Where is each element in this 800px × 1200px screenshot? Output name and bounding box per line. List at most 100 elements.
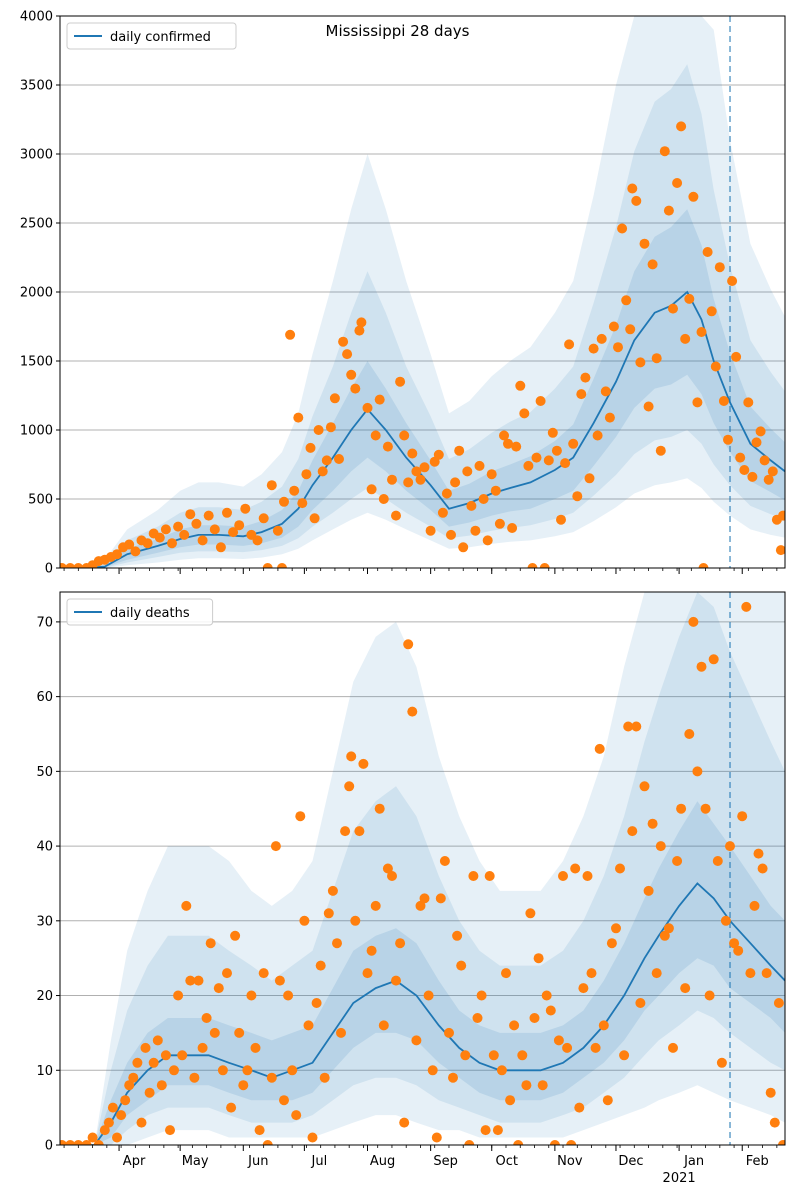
data-point <box>336 1027 346 1038</box>
data-point <box>684 729 695 739</box>
data-point <box>222 507 232 518</box>
data-point <box>604 412 615 423</box>
y-tick-label: 4000 <box>20 10 53 25</box>
data-point <box>391 510 401 521</box>
data-point <box>568 438 579 449</box>
data-point <box>262 563 273 568</box>
data-point <box>466 500 477 511</box>
data-point <box>370 900 381 911</box>
data-point <box>572 491 583 502</box>
data-point <box>723 434 733 445</box>
data-point <box>173 990 184 1001</box>
data-point <box>672 856 683 866</box>
x-tick-label: Aug <box>370 1154 395 1169</box>
y-tick-label: 2500 <box>20 217 53 232</box>
data-point <box>482 535 493 546</box>
data-point <box>488 1050 499 1061</box>
data-point <box>755 426 766 437</box>
data-point <box>274 975 285 986</box>
data-point <box>411 466 422 477</box>
data-point <box>596 333 607 344</box>
data-point <box>759 455 770 466</box>
y-tick-label: 30 <box>36 914 53 929</box>
data-point <box>507 523 518 533</box>
data-point <box>635 357 646 368</box>
data-point <box>433 449 444 460</box>
data-point <box>659 930 670 941</box>
data-point <box>676 121 687 132</box>
data-point <box>576 389 587 400</box>
data-point <box>439 856 450 866</box>
data-point <box>148 1057 159 1068</box>
data-point <box>437 507 448 518</box>
data-point <box>289 485 300 496</box>
data-point <box>287 1065 298 1076</box>
data-point <box>321 455 332 466</box>
data-point <box>197 535 208 546</box>
data-point <box>228 527 239 538</box>
y-tick-label: 40 <box>36 840 53 855</box>
data-point <box>350 383 361 394</box>
data-point <box>663 923 674 934</box>
data-point <box>240 503 251 514</box>
data-point <box>112 1132 122 1143</box>
data-point <box>647 818 658 829</box>
y-tick-label: 0 <box>45 1139 53 1154</box>
data-point <box>757 863 768 874</box>
data-point <box>543 455 554 466</box>
data-point <box>73 1140 84 1145</box>
data-point <box>366 484 377 495</box>
data-point <box>242 1065 253 1076</box>
data-point <box>556 514 566 525</box>
data-point <box>692 766 703 777</box>
data-point <box>73 563 84 568</box>
data-point <box>696 661 707 672</box>
data-point <box>716 1057 727 1068</box>
data-point <box>564 339 575 350</box>
data-point <box>419 462 430 473</box>
data-point <box>613 342 623 353</box>
data-point <box>120 1095 131 1106</box>
x-tick-label: May <box>182 1154 209 1169</box>
data-point <box>627 183 638 194</box>
data-point <box>332 938 342 949</box>
data-point <box>446 529 456 540</box>
data-point <box>676 803 687 814</box>
data-point <box>165 1125 175 1136</box>
data-point <box>307 1132 318 1143</box>
data-point <box>659 146 670 157</box>
data-point <box>778 510 785 521</box>
y-tick-label: 60 <box>36 690 53 705</box>
data-point <box>494 518 505 529</box>
data-point <box>272 525 283 536</box>
data-point <box>492 1125 503 1136</box>
data-point <box>505 1095 516 1106</box>
data-point <box>387 871 397 881</box>
data-point <box>486 469 497 480</box>
data-point <box>688 616 699 627</box>
data-point <box>631 195 642 206</box>
data-point <box>116 1110 127 1121</box>
data-point <box>592 430 603 441</box>
data-point <box>382 863 393 874</box>
data-point <box>668 1042 678 1053</box>
data-point <box>226 1102 237 1113</box>
data-point <box>714 262 725 273</box>
data-point <box>213 983 224 994</box>
data-point <box>344 781 355 792</box>
data-point <box>425 525 436 536</box>
data-point <box>727 276 738 286</box>
data-point <box>329 393 340 404</box>
data-point <box>611 923 621 934</box>
legend-box <box>66 22 237 50</box>
data-point <box>523 460 534 471</box>
data-point <box>378 494 389 504</box>
x-tick-label: Sep <box>433 1154 458 1169</box>
data-point <box>590 1042 601 1053</box>
data-point <box>305 442 316 453</box>
data-point <box>258 968 269 979</box>
data-point <box>450 477 461 488</box>
data-point <box>517 1050 528 1061</box>
axes-frame <box>59 591 786 1146</box>
y-tick-label: 10 <box>36 1064 53 1079</box>
